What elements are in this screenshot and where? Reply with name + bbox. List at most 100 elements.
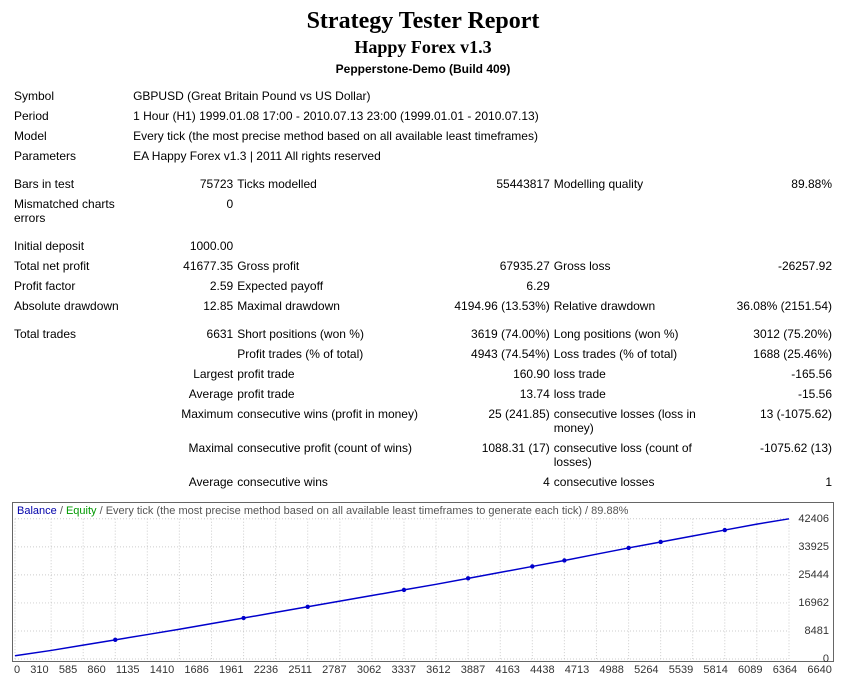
maxcw-value: 25 (241.85) (448, 404, 552, 438)
chart-xtick: 1410 (150, 664, 174, 676)
chart-ytick: 8481 (805, 625, 829, 637)
bars-value: 75723 (131, 174, 235, 194)
maximal-label: Maximal (131, 438, 235, 472)
balance-chart: Balance / Equity / Every tick (the most … (12, 502, 834, 662)
chart-ylabels: 4240633925254441696284810 (791, 503, 831, 661)
maxcp-label: consecutive profit (count of wins) (235, 438, 447, 472)
avg-pt-value: 13.74 (448, 384, 552, 404)
chart-xlabels: 0310585860113514101686196122362511278730… (12, 664, 834, 676)
avgcw-value: 4 (448, 472, 552, 492)
chart-xtick: 6364 (773, 664, 797, 676)
chart-xtick: 585 (59, 664, 77, 676)
parameters-value: EA Happy Forex v1.3 | 2011 All rights re… (131, 146, 834, 166)
ticks-label: Ticks modelled (235, 174, 447, 194)
longpos-value: 3012 (75.20%) (730, 324, 834, 344)
maxcl-label: consecutive losses (loss in money) (552, 404, 730, 438)
maxdd-label: Maximal drawdown (235, 296, 447, 316)
chart-ytick: 33925 (798, 541, 829, 553)
chart-xtick: 310 (30, 664, 48, 676)
chart-xtick: 5539 (669, 664, 693, 676)
maxcp-value: 1088.31 (17) (448, 438, 552, 472)
pf-value: 2.59 (131, 276, 235, 296)
maxcw-label: consecutive wins (profit in money) (235, 404, 447, 438)
avg2-label: Average (131, 472, 235, 492)
mismatch-label: Mismatched charts errors (12, 194, 131, 228)
avgcw-label: consecutive wins (235, 472, 447, 492)
reldd-label: Relative drawdown (552, 296, 730, 316)
netprofit-value: 41677.35 (131, 256, 235, 276)
chart-xtick: 2787 (322, 664, 346, 676)
grossloss-label: Gross loss (552, 256, 730, 276)
chart-xtick: 3887 (461, 664, 485, 676)
largest-pt-label: profit trade (235, 364, 447, 384)
maxdd-value: 4194.96 (13.53%) (448, 296, 552, 316)
maximum-label: Maximum (131, 404, 235, 438)
grossloss-value: -26257.92 (730, 256, 834, 276)
losstrades-value: 1688 (25.46%) (730, 344, 834, 364)
maxcl-value: 13 (-1075.62) (730, 404, 834, 438)
mismatch-value: 0 (131, 194, 235, 228)
chart-xtick: 2236 (254, 664, 278, 676)
chart-xtick: 4988 (599, 664, 623, 676)
chart-xtick: 4438 (530, 664, 554, 676)
shortpos-value: 3619 (74.00%) (448, 324, 552, 344)
chart-xtick: 5814 (703, 664, 727, 676)
chart-ytick: 25444 (798, 569, 829, 581)
chart-xtick: 6640 (807, 664, 831, 676)
average-label: Average (131, 384, 235, 404)
avg-pt-label: profit trade (235, 384, 447, 404)
symbol-value: GBPUSD (Great Britain Pound vs US Dollar… (131, 86, 834, 106)
largest-lt-value: -165.56 (730, 364, 834, 384)
report-subtitle: Happy Forex v1.3 (12, 37, 834, 58)
chart-xtick: 1135 (116, 664, 140, 676)
pf-label: Profit factor (12, 276, 131, 296)
chart-xtick: 6089 (738, 664, 762, 676)
longpos-label: Long positions (won %) (552, 324, 730, 344)
avg-lt-value: -15.56 (730, 384, 834, 404)
symbol-label: Symbol (12, 86, 131, 106)
quality-value: 89.88% (730, 174, 834, 194)
model-label: Model (12, 126, 131, 146)
initdep-value: 1000.00 (131, 236, 235, 256)
chart-xtick: 1686 (184, 664, 208, 676)
profittrades-label: Profit trades (% of total) (235, 344, 447, 364)
grossprofit-value: 67935.27 (448, 256, 552, 276)
reldd-value: 36.08% (2151.54) (730, 296, 834, 316)
quality-label: Modelling quality (552, 174, 730, 194)
chart-svg (13, 503, 833, 661)
tottrades-label: Total trades (12, 324, 131, 344)
period-label: Period (12, 106, 131, 126)
chart-xtick: 3062 (357, 664, 381, 676)
chart-xtick: 0 (14, 664, 20, 676)
shortpos-label: Short positions (won %) (235, 324, 447, 344)
period-value: 1 Hour (H1) 1999.01.08 17:00 - 2010.07.1… (131, 106, 834, 126)
chart-xtick: 2511 (288, 664, 312, 676)
largest-pt-value: 160.90 (448, 364, 552, 384)
losstrades-label: Loss trades (% of total) (552, 344, 730, 364)
grossprofit-label: Gross profit (235, 256, 447, 276)
absdd-label: Absolute drawdown (12, 296, 131, 316)
parameters-label: Parameters (12, 146, 131, 166)
chart-xtick: 5264 (634, 664, 658, 676)
maxcloss-value: -1075.62 (13) (730, 438, 834, 472)
report-table: Symbol GBPUSD (Great Britain Pound vs US… (12, 86, 834, 492)
avgcl-label: consecutive losses (552, 472, 730, 492)
chart-xtick: 1961 (219, 664, 243, 676)
tottrades-value: 6631 (131, 324, 235, 344)
report-title: Strategy Tester Report (12, 8, 834, 35)
absdd-value: 12.85 (131, 296, 235, 316)
largest-label: Largest (131, 364, 235, 384)
ticks-value: 55443817 (448, 174, 552, 194)
maxcloss-label: consecutive loss (count of losses) (552, 438, 730, 472)
bars-label: Bars in test (12, 174, 131, 194)
model-value: Every tick (the most precise method base… (131, 126, 834, 146)
chart-ytick: 42406 (798, 513, 829, 525)
chart-xtick: 3337 (391, 664, 415, 676)
ep-label: Expected payoff (235, 276, 447, 296)
initdep-label: Initial deposit (12, 236, 131, 256)
avg-lt-label: loss trade (552, 384, 730, 404)
chart-xtick: 3612 (426, 664, 450, 676)
chart-ytick: 0 (823, 653, 829, 665)
avgcl-value: 1 (730, 472, 834, 492)
chart-xtick: 4713 (565, 664, 589, 676)
